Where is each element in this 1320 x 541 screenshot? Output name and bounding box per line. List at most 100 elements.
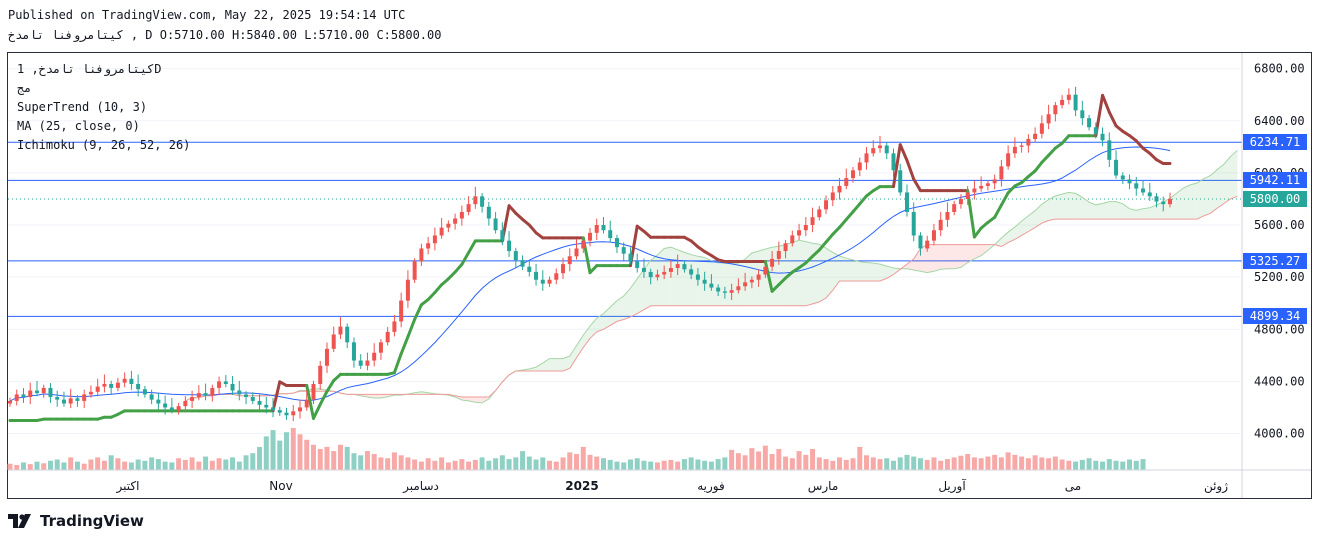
candle xyxy=(689,264,694,280)
volume-bar xyxy=(20,462,26,470)
supertrend-segment xyxy=(689,239,700,249)
volume-bar xyxy=(412,459,418,470)
candle xyxy=(183,396,188,413)
volume-bar xyxy=(742,455,748,470)
candle xyxy=(493,212,498,234)
cloud-segment xyxy=(1203,175,1211,216)
supertrend-segment xyxy=(1060,134,1071,145)
volume-bar xyxy=(1120,461,1126,470)
candle xyxy=(68,388,73,409)
volume-bar xyxy=(668,459,674,470)
volume-bar xyxy=(560,457,566,470)
volume-bar xyxy=(47,460,53,470)
volume-bar xyxy=(681,459,687,470)
candle xyxy=(540,270,545,291)
volume-bar xyxy=(654,462,660,470)
candle xyxy=(662,265,667,280)
candle xyxy=(1127,174,1132,190)
candle xyxy=(695,268,700,286)
volume-bar xyxy=(1012,454,1018,470)
candle xyxy=(743,272,748,291)
supertrend-segment xyxy=(1020,175,1030,185)
candle xyxy=(291,404,296,422)
candle xyxy=(217,376,222,396)
volume-bar xyxy=(371,454,377,470)
volume-bar xyxy=(675,461,681,470)
cloud-segment xyxy=(846,258,854,282)
candle xyxy=(958,194,963,209)
volume-bar xyxy=(823,459,829,470)
candle xyxy=(945,202,950,227)
line-price-tag: 5325.27 xyxy=(1243,252,1307,269)
candle xyxy=(749,276,754,289)
cloud-segment xyxy=(556,358,564,371)
volume-bar xyxy=(857,446,863,470)
candle xyxy=(459,205,464,226)
candle xyxy=(102,374,107,393)
legend-ma[interactable]: MA (25, close, 0) xyxy=(17,119,140,133)
candle xyxy=(1114,150,1119,179)
volume-bar xyxy=(230,457,236,470)
volume-bar xyxy=(263,436,269,470)
candle xyxy=(271,397,276,418)
volume-bar xyxy=(418,461,424,470)
candle xyxy=(1147,182,1152,201)
volume-bar xyxy=(88,459,94,470)
supertrend-segment xyxy=(507,204,518,215)
volume-bar xyxy=(486,460,492,470)
volume-bar xyxy=(331,451,337,470)
cloud-segment xyxy=(906,258,914,270)
candle xyxy=(520,255,525,270)
ichimoku-cloud xyxy=(185,150,1238,404)
volume-bar xyxy=(74,461,80,470)
volume-bar xyxy=(493,458,499,470)
supertrend-segment xyxy=(1006,184,1017,195)
cloud-segment xyxy=(799,240,806,306)
volume-bar xyxy=(938,460,944,470)
span-b xyxy=(185,195,1238,402)
candle xyxy=(318,360,323,390)
candle xyxy=(817,206,822,221)
candle xyxy=(682,260,687,273)
volume-bar xyxy=(324,446,330,470)
supertrend-segment xyxy=(817,240,828,252)
volume-bar xyxy=(391,452,397,470)
legend-supertrend[interactable]: SuperTrend (10, 3) xyxy=(17,100,148,114)
x-tick-label: ژوئن xyxy=(1204,479,1228,494)
volume-bar xyxy=(884,458,890,470)
candle xyxy=(824,195,829,214)
volume-bar xyxy=(14,464,20,470)
volume-bar xyxy=(425,458,431,470)
volume-bar xyxy=(479,457,485,470)
candle xyxy=(884,142,889,160)
cloud-segment xyxy=(1102,201,1110,220)
supertrend-segment xyxy=(305,384,315,420)
volume-bar xyxy=(284,432,290,470)
candle xyxy=(156,393,161,410)
volume-bar xyxy=(890,460,896,470)
volume-bar xyxy=(796,451,802,470)
candle xyxy=(864,146,869,170)
candle xyxy=(1134,176,1139,196)
volume-bar xyxy=(257,446,263,470)
candle xyxy=(392,315,397,337)
cloud-segment xyxy=(677,249,685,306)
volume-bar xyxy=(1032,455,1038,470)
supertrend-segment xyxy=(905,158,916,181)
cloud-segment xyxy=(805,241,813,306)
candle xyxy=(547,276,552,287)
candle xyxy=(298,399,302,419)
volume-bar xyxy=(34,461,40,470)
candle xyxy=(965,186,970,205)
volume-bar xyxy=(965,454,971,470)
legend-ichimoku[interactable]: Ichimoku (9, 26, 52, 26) xyxy=(17,138,191,152)
volume-bar xyxy=(992,454,998,470)
supertrend-segment xyxy=(1040,153,1051,164)
cloud-segment xyxy=(1048,196,1056,221)
candle xyxy=(614,234,619,254)
grid xyxy=(8,68,1240,435)
cloud-segment xyxy=(1116,201,1123,220)
cloud-segment xyxy=(1176,187,1184,220)
candle xyxy=(608,220,613,243)
